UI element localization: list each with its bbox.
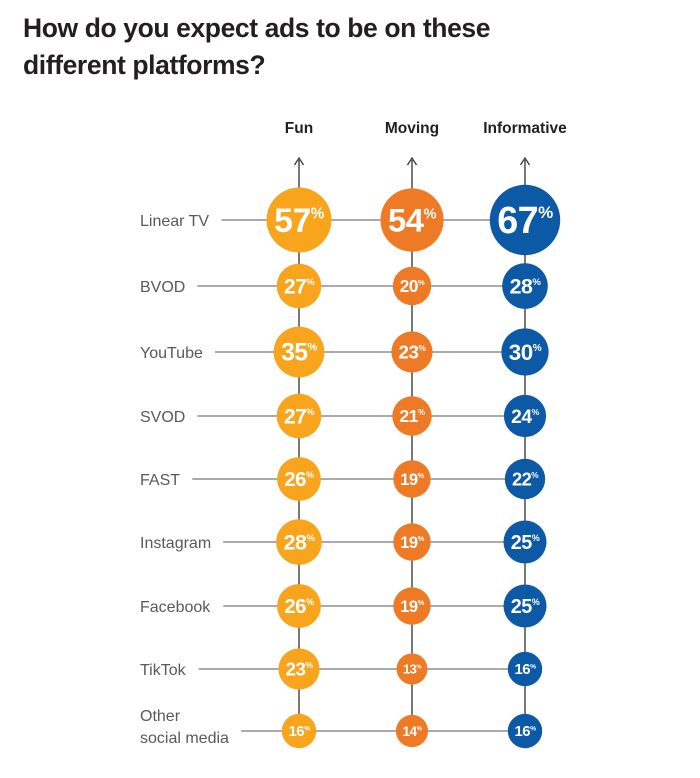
bubble-linear-tv-informative — [489, 184, 561, 256]
bubble-svod-informative — [503, 394, 547, 438]
bubble-value: 26% — [284, 469, 314, 491]
bubble-bvod-moving — [392, 266, 432, 306]
bubble-value: 16% — [514, 724, 536, 740]
bubble-svod-moving — [392, 396, 432, 436]
bubble-value: 13% — [403, 662, 421, 677]
bubble-value: 23% — [399, 342, 427, 363]
up-arrow-icon — [519, 156, 531, 166]
bubble-value: 35% — [281, 340, 317, 367]
bubble-value: 19% — [400, 533, 424, 552]
bubble-tiktok-moving — [396, 653, 428, 685]
bubble-facebook-moving — [393, 587, 431, 625]
bubble-bvod-informative — [502, 263, 548, 309]
bubble-bvod-fun — [276, 263, 322, 309]
bubble-instagram-informative — [503, 520, 547, 564]
bubble-value: 28% — [284, 531, 316, 555]
bubble-fast-informative — [504, 458, 546, 500]
row-label-bvod: BVOD — [140, 279, 185, 296]
bubble-linear-tv-moving — [380, 188, 444, 252]
bubble-value: 25% — [511, 532, 540, 554]
bubble-youtube-moving — [391, 331, 433, 373]
up-arrow-icon — [293, 156, 305, 166]
bubble-other-social-media-fun — [281, 713, 317, 749]
bubble-linear-tv-fun — [266, 187, 332, 253]
column-header-informative: Informative — [483, 120, 567, 137]
row-label-youtube: YouTube — [140, 345, 203, 362]
bubble-other-social-media-informative — [507, 713, 543, 749]
bubble-instagram-fun — [276, 519, 322, 565]
bubble-value: 23% — [286, 659, 314, 680]
bubble-facebook-informative — [503, 584, 547, 628]
chart-title: How do you expect ads to be on these dif… — [23, 10, 490, 84]
bubble-value: 16% — [514, 662, 536, 678]
row-label-linear-tv: Linear TV — [140, 213, 209, 230]
row-label-fast: FAST — [140, 472, 180, 489]
bubble-value: 24% — [511, 407, 539, 428]
row-label-instagram: Instagram — [140, 535, 211, 552]
bubble-value: 19% — [400, 470, 424, 489]
bubble-value: 30% — [509, 340, 542, 365]
up-arrow-icon — [406, 156, 418, 166]
bubble-value: 19% — [400, 597, 424, 616]
row-label-svod: SVOD — [140, 409, 185, 426]
bubble-value: 16% — [288, 724, 310, 740]
bubble-value: 27% — [284, 405, 315, 428]
bubble-value: 67% — [497, 199, 553, 241]
column-header-fun: Fun — [284, 120, 314, 137]
chart-title-line-1: How do you expect ads to be on these — [23, 13, 491, 43]
bubble-fast-moving — [393, 460, 431, 498]
bubble-value: 22% — [512, 468, 539, 489]
bubble-youtube-informative — [501, 328, 549, 376]
bubble-value: 25% — [511, 596, 540, 618]
row-label-tiktok: TikTok — [140, 662, 187, 679]
bubble-value: 27% — [284, 275, 315, 298]
bubble-tiktok-fun — [278, 648, 320, 690]
bubble-tiktok-informative — [507, 651, 543, 687]
column-header-moving: Moving — [384, 120, 440, 137]
chart-title-line-2: different platforms? — [23, 50, 266, 80]
bubble-value: 26% — [284, 596, 314, 618]
bubble-value: 14% — [402, 724, 422, 739]
row-label-facebook: Facebook — [140, 599, 211, 616]
bubble-fast-fun — [277, 457, 321, 501]
bubble-other-social-media-moving — [395, 714, 429, 748]
bubble-svod-fun — [276, 393, 322, 439]
bubble-youtube-fun — [273, 326, 325, 378]
bubble-value: 21% — [399, 406, 425, 426]
bubble-instagram-moving — [393, 523, 431, 561]
bubble-value: 54% — [388, 202, 436, 239]
bubble-value: 28% — [510, 275, 542, 299]
bubble-value: 20% — [400, 276, 425, 296]
bubble-facebook-fun — [277, 584, 321, 628]
row-label-other-social-media: Other social media — [140, 708, 229, 747]
bubble-value: 57% — [274, 202, 325, 240]
